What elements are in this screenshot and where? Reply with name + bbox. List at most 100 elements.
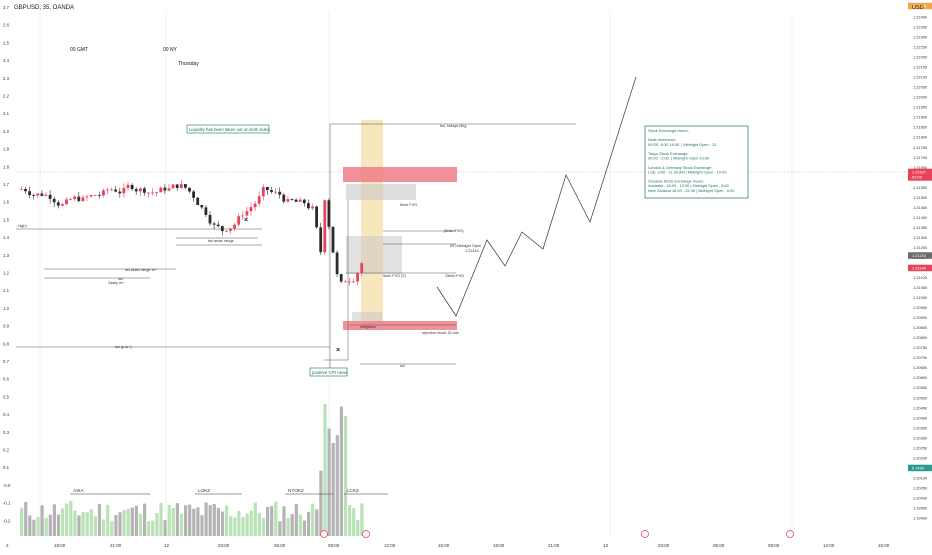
- session-label: LCKZ: [347, 488, 359, 493]
- right-tick-label: 1.20850: [913, 325, 928, 330]
- volume-bar: [184, 505, 188, 536]
- candle-body: [65, 199, 68, 205]
- candle-body: [327, 200, 331, 227]
- x-tick-label: 12:00: [823, 543, 835, 548]
- candle-body: [225, 230, 228, 232]
- right-tick-label: 1.20750: [913, 345, 928, 350]
- level-bsl-asian: bsl asian range: [208, 239, 234, 243]
- volume-bar: [151, 520, 155, 536]
- candle-body: [32, 195, 36, 196]
- right-tick-label: 1.20000: [913, 495, 928, 500]
- left-tick-label: 2.0: [3, 129, 10, 134]
- volume-bar: [192, 508, 196, 536]
- stock-hours-line: 00:00 - 2:00. | Midnight Open 10:00: [648, 156, 710, 161]
- liquidity-box: [186, 124, 270, 134]
- left-tick-label: -0.0: [3, 483, 11, 488]
- candle-body: [257, 196, 261, 204]
- candle-body: [175, 184, 179, 189]
- x-tick-label: 15:00: [878, 543, 890, 548]
- price-badge-label: 1.21148: [912, 265, 926, 270]
- yellow-zone: [361, 120, 383, 325]
- stock-hours-text: Stock Exchange Hours: North American:NYSE…: [648, 128, 735, 193]
- level-ssl-low: ssl (p-lo+): [115, 345, 133, 349]
- volume-bar: [249, 510, 253, 536]
- right-tick-label: 1.21550: [913, 185, 928, 190]
- right-tick-label: 1.22200: [913, 55, 928, 60]
- candle-body: [36, 193, 40, 196]
- right-tick-label: 1.22050: [913, 85, 928, 90]
- right-tick-label: 1.20650: [913, 365, 928, 370]
- price-badge: [908, 2, 932, 10]
- candle-body: [352, 281, 355, 283]
- volume-bar: [286, 518, 290, 536]
- candle-body: [134, 189, 138, 192]
- volume-bar: [343, 416, 348, 536]
- right-tick-label: 1.21700: [913, 155, 928, 160]
- red-zone-top: [343, 167, 457, 182]
- candle-body: [151, 192, 154, 194]
- candle-body: [179, 184, 183, 189]
- grey-zone-fvg: [346, 184, 416, 200]
- candle-body: [24, 189, 27, 192]
- volume-bar: [93, 516, 97, 536]
- level-lines: [16, 123, 576, 370]
- stock-hours-line: LSE: 3:00 - 11:30 AM | Midnight Open - 1…: [648, 169, 727, 174]
- volume-bar: [40, 505, 44, 536]
- right-tick-label: 1.20050: [913, 485, 928, 490]
- x-tick-label: 13: [603, 543, 609, 548]
- x-tick-label: 03:00: [658, 543, 670, 548]
- candle-body: [311, 206, 314, 209]
- volume-bar: [179, 513, 184, 536]
- volume-bar: [122, 510, 126, 536]
- volume-bar: [229, 515, 233, 536]
- candle-body: [163, 187, 167, 191]
- volume-bar: [196, 507, 200, 536]
- candle-body: [307, 203, 310, 209]
- candle-body: [184, 184, 187, 188]
- volume-bar: [253, 502, 257, 536]
- volume-bar: [278, 521, 282, 536]
- price-badge-label: 1.22455: [912, 3, 926, 8]
- candle-body: [200, 205, 204, 208]
- left-tick-label: 2.7: [3, 5, 10, 10]
- price-badge: [908, 168, 932, 181]
- left-tick-label: 1.5: [3, 217, 10, 222]
- candle-body: [360, 263, 364, 274]
- volume-bar: [225, 505, 229, 536]
- x-tick-label: 12: [164, 543, 170, 548]
- left-tick-label: 1.8: [3, 164, 10, 169]
- candle-body: [229, 228, 232, 231]
- candle-body: [114, 189, 118, 192]
- volume-bar: [134, 505, 138, 536]
- right-tick-label: 1.20700: [913, 355, 928, 360]
- event-icon: [786, 530, 794, 538]
- volume-bar: [307, 511, 311, 536]
- candle-body: [155, 192, 159, 194]
- right-tick-label: 1.21650: [913, 165, 928, 170]
- volume-bar: [245, 513, 249, 536]
- left-tick-label: 0.3: [3, 430, 10, 435]
- candle-body: [298, 199, 302, 202]
- volume-bar: [52, 504, 56, 536]
- right-tick-label: 1.20100: [913, 475, 928, 480]
- right-tick-label: 1.21850: [913, 125, 928, 130]
- volume-bar: [335, 435, 339, 536]
- right-tick-label: 1.21800: [913, 135, 928, 140]
- candle-body: [48, 194, 52, 199]
- volume-bar: [241, 517, 245, 536]
- volume-bar: [24, 502, 28, 536]
- volume-bar: [266, 506, 270, 536]
- left-tick-label: 1.1: [3, 288, 10, 293]
- volume-bar: [282, 506, 286, 536]
- volume-bar: [348, 505, 352, 536]
- volume-bar: [118, 512, 122, 536]
- level-fvg-5m-b: (5min FVG): [444, 229, 464, 233]
- stock-hours-line: Stock Exchange Hours:: [648, 128, 689, 133]
- right-tick-label: 1.21050: [913, 285, 928, 290]
- candle-body: [208, 214, 212, 224]
- candle-body: [282, 194, 286, 202]
- x-tick-label: 09:00: [328, 543, 340, 548]
- volume-bar: [290, 514, 294, 536]
